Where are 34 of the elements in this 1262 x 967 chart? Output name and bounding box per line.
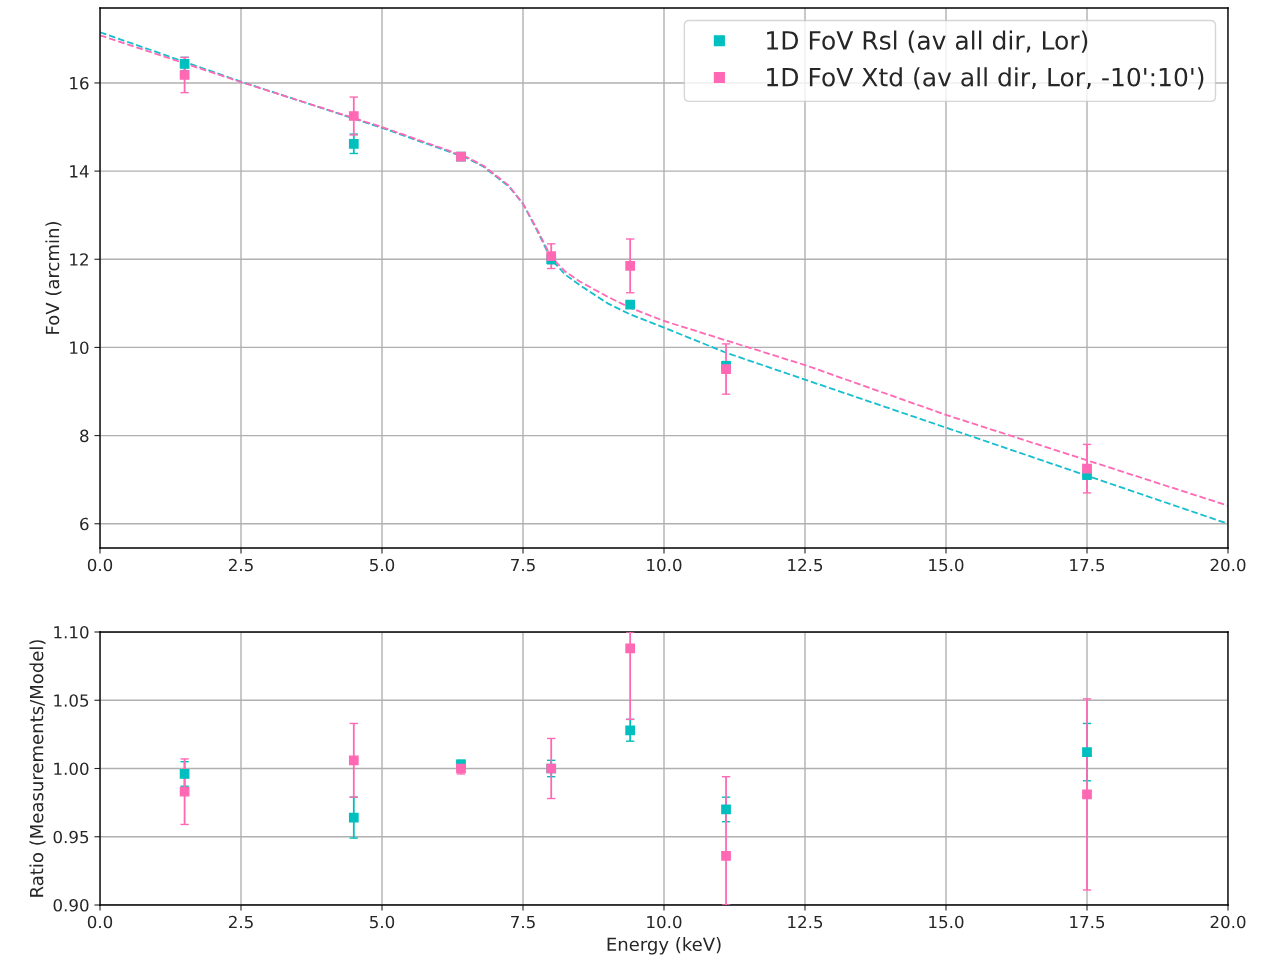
x-tick-label: 2.5 (228, 915, 253, 929)
x-tick-label: 20.0 (1210, 915, 1246, 929)
x-tick-label: 15.0 (929, 915, 964, 929)
x-tick-label: 7.5 (511, 915, 535, 929)
y-tick-label: 1.10 (54, 625, 89, 639)
y-tick-label: 0.95 (53, 830, 89, 844)
y-axis-title: Ratio (Measurements/Model) (29, 640, 46, 897)
x-tick-label: 15.0 (929, 558, 964, 572)
y-tick-label: 0.90 (53, 898, 89, 912)
y-tick-label: 16 (70, 76, 89, 90)
y-tick-label: 10 (70, 341, 89, 354)
x-tick-label: 20.0 (1210, 558, 1246, 572)
x-tick-label: 17.5 (1070, 558, 1105, 572)
y-tick-label: 8 (80, 429, 89, 443)
legend-label: 1D FoV Rsl (av all dir, Lor) (767, 30, 1088, 53)
x-tick-label: 10.0 (647, 558, 682, 572)
x-axis-title: Energy (keV) (607, 937, 721, 955)
x-tick-label: 5.0 (370, 915, 395, 929)
y-tick-label: 14 (70, 165, 89, 178)
legend-label: 1D FoV Xtd (av all dir, Lor, -10':10') (767, 67, 1204, 90)
y-tick-label: 6 (80, 517, 89, 531)
x-tick-label: 7.5 (511, 558, 535, 572)
y-tick-label: 12 (70, 253, 88, 266)
x-tick-label: 12.5 (788, 915, 823, 929)
y-axis-title: FoV (arcmin) (45, 222, 62, 334)
x-tick-label: 10.0 (647, 915, 682, 929)
x-tick-label: 2.5 (228, 558, 253, 572)
x-tick-label: 12.5 (788, 558, 823, 572)
y-tick-label: 1.05 (54, 694, 89, 707)
x-tick-label: 5.0 (370, 558, 395, 572)
x-tick-label: 17.5 (1070, 915, 1105, 929)
x-tick-label: 0.0 (87, 915, 113, 929)
x-tick-label: 0.0 (87, 558, 113, 572)
y-tick-label: 1.00 (54, 762, 89, 776)
